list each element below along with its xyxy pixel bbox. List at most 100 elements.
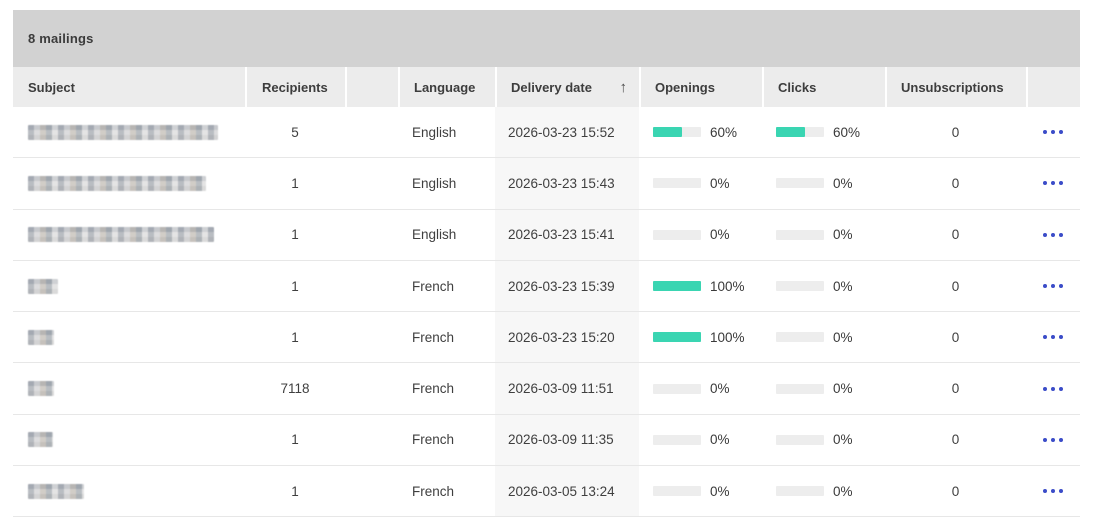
table-row[interactable]: 7118 French 2026-03-09 11:51 0% 0% 0 [13, 363, 1080, 415]
actions-cell [1026, 312, 1080, 362]
openings-percentage: 0% [710, 175, 730, 191]
unsubscriptions-cell: 0 [951, 483, 960, 499]
clicks-percentage: 0% [833, 278, 853, 294]
actions-cell [1026, 363, 1080, 413]
actions-cell [1026, 107, 1080, 157]
column-header-language[interactable]: Language [398, 67, 495, 107]
delivery-date-cell: 2026-03-23 15:20 [495, 312, 639, 363]
mailings-table: 8 mailings Subject Recipients Language D… [13, 10, 1080, 518]
openings-percentage: 60% [710, 124, 738, 140]
redacted-subject-text [28, 381, 54, 397]
clicks-cell: 0% [762, 363, 885, 413]
sort-ascending-icon[interactable]: ↑ [619, 78, 628, 96]
subject-cell [13, 107, 245, 157]
table-header-row: Subject Recipients Language Delivery dat… [13, 67, 1080, 107]
redacted-subject-text [28, 329, 54, 345]
openings-progress-bar [653, 281, 701, 292]
column-header-openings[interactable]: Openings [639, 67, 762, 107]
clicks-progress-bar [776, 281, 824, 292]
delivery-date-cell: 2026-03-23 15:52 [495, 107, 639, 158]
delivery-date-cell: 2026-03-09 11:35 [495, 414, 639, 466]
row-actions-menu-icon[interactable] [1037, 175, 1069, 191]
language-cell: French [412, 483, 455, 499]
unsubscriptions-cell: 0 [951, 175, 960, 191]
clicks-cell: 60% [762, 107, 885, 157]
openings-progress-fill [653, 332, 701, 343]
row-actions-menu-icon[interactable] [1037, 432, 1069, 448]
spacer-cell [345, 312, 398, 362]
subject-cell [13, 261, 245, 311]
clicks-percentage: 0% [833, 175, 853, 191]
table-row[interactable]: 1 French 2026-03-09 11:35 0% 0% 0 [13, 414, 1080, 467]
spacer-cell [345, 210, 398, 260]
clicks-cell: 0% [762, 415, 885, 465]
column-header-subject[interactable]: Subject [13, 67, 245, 107]
row-actions-menu-icon[interactable] [1037, 381, 1069, 397]
row-actions-menu-icon[interactable] [1037, 483, 1069, 499]
spacer-cell [345, 415, 398, 465]
delivery-date-cell: 2026-03-23 15:43 [495, 158, 639, 209]
openings-progress-fill [653, 127, 682, 138]
openings-progress-bar [653, 229, 701, 240]
row-actions-menu-icon[interactable] [1037, 124, 1069, 140]
clicks-progress-bar [776, 434, 824, 445]
column-header-recipients[interactable]: Recipients [245, 67, 345, 107]
mailings-count: 8 mailings [28, 31, 94, 46]
row-actions-menu-icon[interactable] [1037, 227, 1069, 243]
unsubscriptions-cell: 0 [951, 278, 960, 294]
openings-percentage: 0% [710, 381, 730, 397]
table-row[interactable]: 1 English 2026-03-23 15:41 0% 0% 0 [13, 209, 1080, 261]
clicks-progress-bar [776, 383, 824, 394]
delivery-date-cell: 2026-03-23 15:39 [495, 260, 639, 312]
redacted-subject-text [28, 432, 53, 448]
openings-percentage: 100% [710, 329, 745, 345]
unsubscriptions-cell: 0 [951, 329, 960, 345]
actions-cell [1026, 210, 1080, 260]
openings-cell: 0% [639, 158, 762, 208]
clicks-progress-bar [776, 127, 824, 138]
recipients-cell: 1 [291, 278, 299, 294]
subject-cell [13, 312, 245, 362]
recipients-cell: 7118 [280, 381, 310, 397]
table-row[interactable]: 1 English 2026-03-23 15:43 0% 0% 0 [13, 158, 1080, 210]
recipients-cell: 1 [291, 432, 299, 448]
actions-cell [1026, 158, 1080, 208]
language-cell: English [412, 175, 457, 191]
table-title-bar: 8 mailings [13, 10, 1080, 67]
unsubscriptions-cell: 0 [951, 381, 960, 397]
column-header-unsubscriptions[interactable]: Unsubscriptions [885, 67, 1026, 107]
openings-progress-fill [653, 281, 701, 292]
delivery-date-cell: 2026-03-05 13:24 [495, 466, 639, 517]
language-cell: French [412, 329, 455, 345]
unsubscriptions-cell: 0 [951, 124, 960, 140]
column-header-spacer [345, 67, 398, 107]
table-row[interactable]: 1 French 2026-03-23 15:20 100% 0% 0 [13, 312, 1080, 364]
openings-cell: 60% [639, 107, 762, 157]
openings-percentage: 0% [710, 483, 730, 499]
clicks-percentage: 60% [833, 124, 861, 140]
recipients-cell: 1 [291, 329, 299, 345]
openings-progress-bar [653, 127, 701, 138]
language-cell: English [412, 227, 457, 243]
redacted-subject-text [28, 175, 206, 191]
clicks-progress-bar [776, 486, 824, 497]
clicks-cell: 0% [762, 158, 885, 208]
column-header-delivery-date[interactable]: Delivery date ↑ [495, 67, 639, 107]
subject-cell [13, 363, 245, 413]
openings-cell: 0% [639, 415, 762, 465]
actions-cell [1026, 261, 1080, 311]
openings-progress-bar [653, 486, 701, 497]
clicks-cell: 0% [762, 312, 885, 362]
column-header-clicks[interactable]: Clicks [762, 67, 885, 107]
row-actions-menu-icon[interactable] [1037, 329, 1069, 345]
spacer-cell [345, 107, 398, 157]
table-row[interactable]: 1 French 2026-03-05 13:24 0% 0% 0 [13, 466, 1080, 518]
clicks-percentage: 0% [833, 483, 853, 499]
openings-cell: 0% [639, 363, 762, 413]
table-row[interactable]: 5 English 2026-03-23 15:52 60% 60% 0 [13, 107, 1080, 159]
openings-cell: 0% [639, 466, 762, 516]
table-row[interactable]: 1 French 2026-03-23 15:39 100% 0% 0 [13, 260, 1080, 313]
redacted-subject-text [28, 227, 214, 243]
row-actions-menu-icon[interactable] [1037, 278, 1069, 294]
unsubscriptions-cell: 0 [951, 432, 960, 448]
